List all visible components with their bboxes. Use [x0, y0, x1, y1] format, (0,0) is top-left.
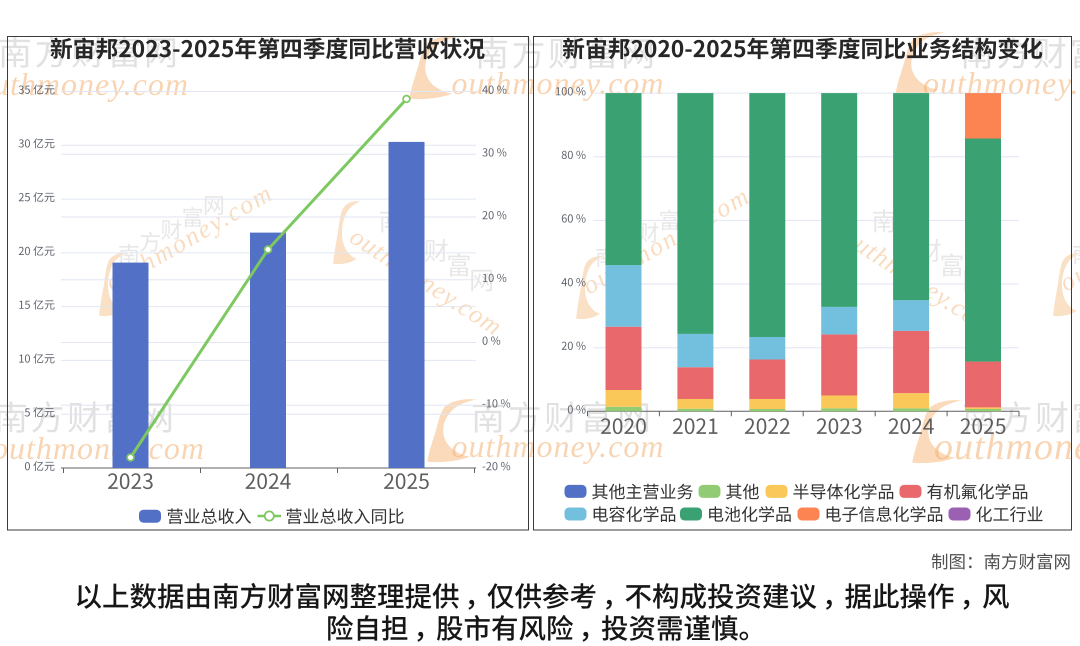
svg-text:outhmoney.com: outhmoney.com [934, 426, 1080, 468]
svg-text:outhmoney.com: outhmoney.com [452, 428, 665, 464]
svg-text:outhmoney.com: outhmoney.com [923, 65, 1080, 101]
svg-text:outhmoney.com: outhmoney.com [0, 66, 189, 102]
svg-text:outhmoney.com: outhmoney.com [0, 430, 205, 466]
